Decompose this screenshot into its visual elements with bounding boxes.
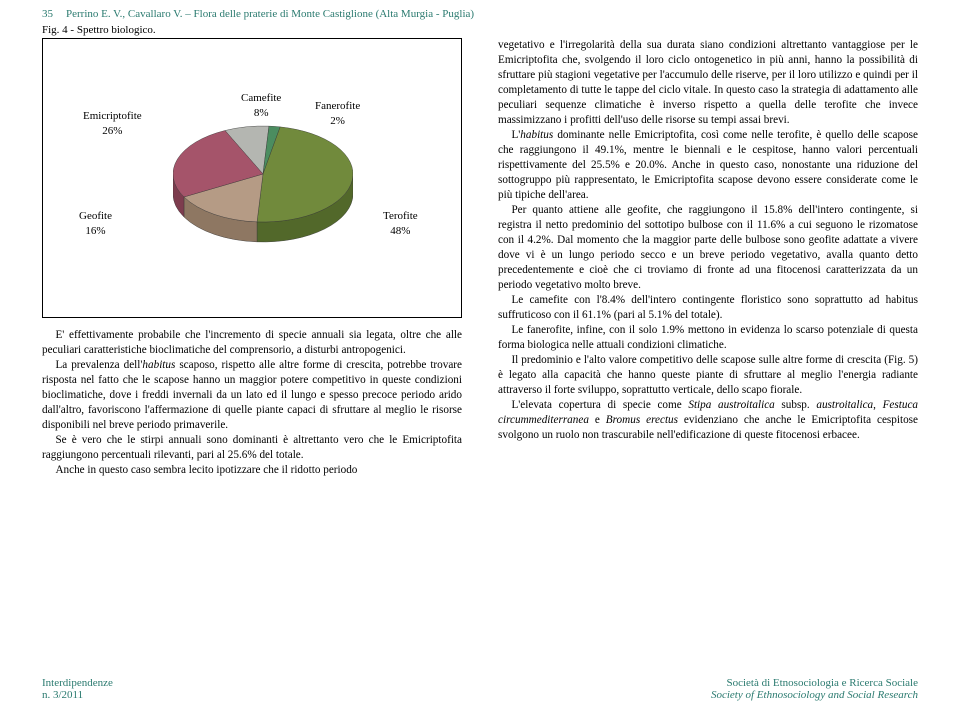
footer-left: Interdipendenze n. 3/2011 — [42, 677, 113, 701]
right-p6: Il predominio e l'alto valore competitiv… — [498, 353, 918, 398]
right-p4: Le camefite con l'8.4% dell'intero conti… — [498, 293, 918, 323]
footer-right-1: Società di Etnosociologia e Ricerca Soci… — [711, 677, 918, 689]
pie-chart-svg — [173, 119, 353, 249]
pie-label-terofite: Terofite48% — [383, 209, 418, 238]
pie-chart-figure: Emicriptofite26% Camefite8% Fanerofite2%… — [42, 38, 462, 318]
right-p2: L'habitus dominante nelle Emicriptofita,… — [498, 128, 918, 203]
running-header: 35 Perrino E. V., Cavallaro V. – Flora d… — [42, 8, 918, 20]
left-column: Emicriptofite26% Camefite8% Fanerofite2%… — [42, 38, 462, 478]
pie-label-emicriptofite: Emicriptofite26% — [83, 109, 142, 138]
page-footer: Interdipendenze n. 3/2011 Società di Etn… — [42, 677, 918, 701]
left-p4: Anche in questo caso sembra lecito ipoti… — [42, 463, 462, 478]
right-p7: L'elevata copertura di specie come Stipa… — [498, 398, 918, 443]
left-p3: Se è vero che le stirpi annuali sono dom… — [42, 433, 462, 463]
right-p3: Per quanto attiene alle geofite, che rag… — [498, 203, 918, 293]
running-title: Perrino E. V., Cavallaro V. – Flora dell… — [66, 8, 474, 20]
pie-label-fanerofite: Fanerofite2% — [315, 99, 360, 128]
page-number: 35 — [42, 8, 66, 20]
footer-left-1: Interdipendenze — [42, 677, 113, 689]
footer-left-2: n. 3/2011 — [42, 689, 113, 701]
footer-right: Società di Etnosociologia e Ricerca Soci… — [711, 677, 918, 701]
left-p1: E' effettivamente probabile che l'increm… — [42, 328, 462, 358]
pie-label-camefite: Camefite8% — [241, 91, 281, 120]
figure-caption: Fig. 4 - Spettro biologico. — [42, 24, 918, 36]
left-p2: La prevalenza dell'habitus scaposo, risp… — [42, 358, 462, 433]
two-column-layout: Emicriptofite26% Camefite8% Fanerofite2%… — [42, 38, 918, 478]
right-p1: vegetativo e l'irregolarità della sua du… — [498, 38, 918, 128]
right-p5: Le fanerofite, infine, con il solo 1.9% … — [498, 323, 918, 353]
right-column: vegetativo e l'irregolarità della sua du… — [498, 38, 918, 478]
footer-right-2: Society of Ethnosociology and Social Res… — [711, 689, 918, 701]
pie-label-geofite: Geofite16% — [79, 209, 112, 238]
